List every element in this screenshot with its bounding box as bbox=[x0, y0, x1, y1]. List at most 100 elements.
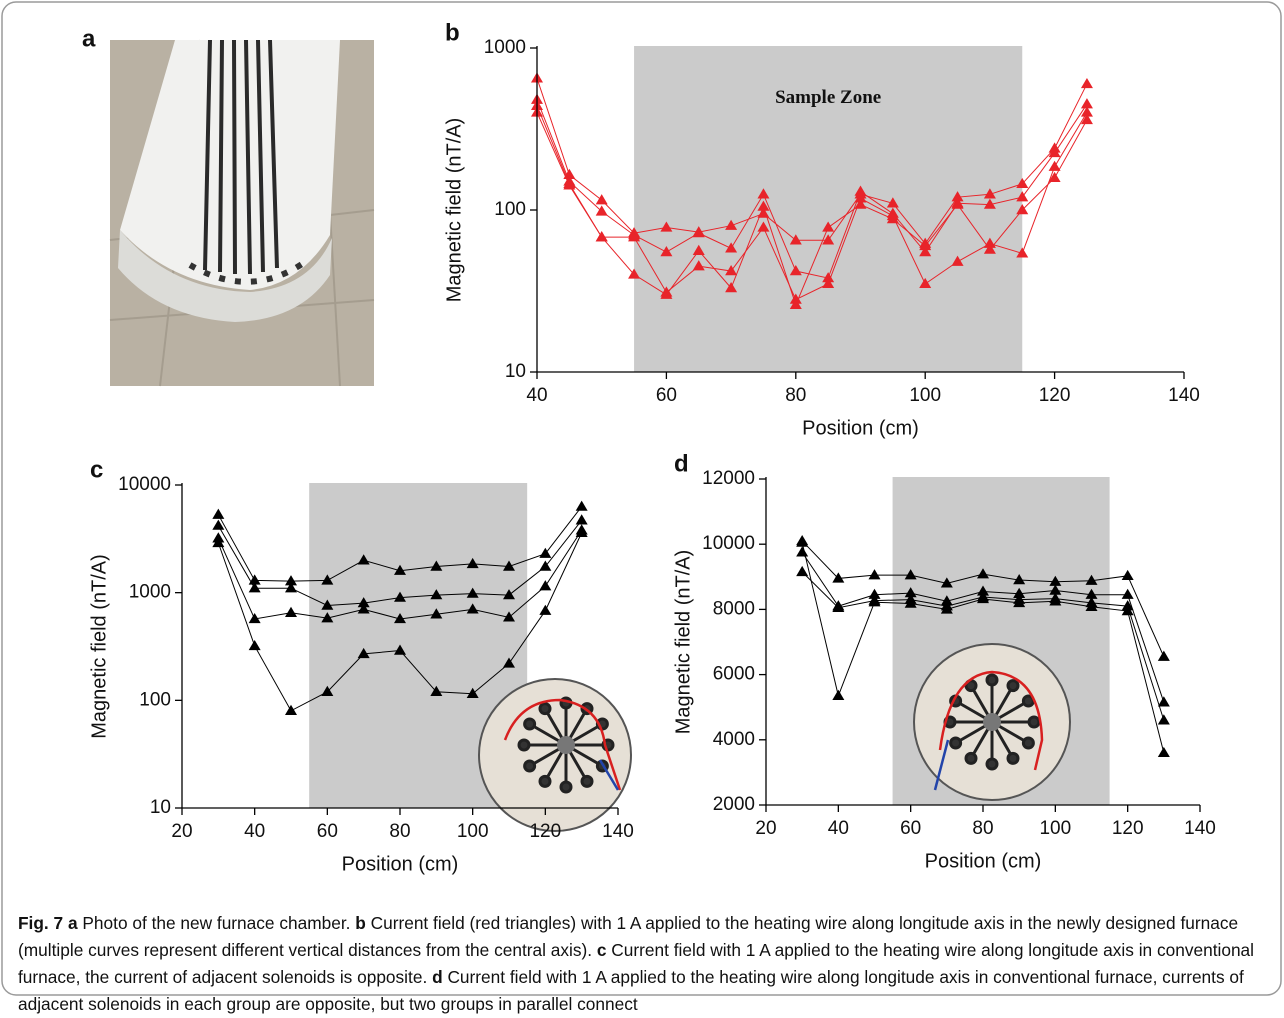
x-tick-label: 140 bbox=[1184, 818, 1216, 839]
marker bbox=[796, 565, 809, 577]
marker bbox=[539, 560, 552, 571]
marker bbox=[503, 611, 515, 622]
marker bbox=[868, 588, 881, 599]
marker bbox=[1157, 650, 1170, 661]
marker bbox=[886, 212, 899, 224]
marker bbox=[977, 585, 989, 596]
marker bbox=[832, 689, 845, 700]
caption-text: Photo of the new furnace chamber. bbox=[82, 913, 351, 933]
x-tick-label: 40 bbox=[828, 818, 849, 839]
marker bbox=[757, 200, 770, 211]
hole bbox=[517, 738, 531, 752]
marker bbox=[789, 234, 802, 245]
marker bbox=[692, 260, 705, 271]
hole bbox=[580, 774, 594, 788]
marker bbox=[285, 704, 297, 715]
marker bbox=[430, 685, 443, 697]
marker bbox=[466, 587, 479, 598]
y-tick-label: 10000 bbox=[702, 533, 755, 554]
marker bbox=[951, 198, 964, 209]
marker bbox=[1013, 596, 1026, 608]
marker bbox=[575, 514, 588, 525]
marker bbox=[595, 205, 608, 216]
x-tick-label: 100 bbox=[457, 821, 489, 842]
marker bbox=[919, 246, 932, 257]
x-tick-label: 40 bbox=[244, 821, 265, 842]
marker bbox=[919, 239, 932, 251]
x-axis-label: Position (cm) bbox=[925, 850, 1042, 872]
y-tick-label: 100 bbox=[494, 199, 526, 220]
marker bbox=[951, 255, 964, 266]
hole bbox=[559, 780, 573, 794]
marker bbox=[757, 221, 770, 232]
marker bbox=[212, 508, 225, 519]
caption-key: d bbox=[432, 967, 443, 987]
caption: Fig. 7 a Photo of the new furnace chambe… bbox=[18, 910, 1268, 1018]
marker bbox=[321, 685, 334, 697]
hole bbox=[523, 717, 537, 731]
x-tick-label: 140 bbox=[602, 821, 634, 842]
y-axis-label: Magnetic field (nT/A) bbox=[672, 550, 694, 735]
inset-photo bbox=[913, 643, 1071, 801]
marker bbox=[212, 519, 225, 530]
hole bbox=[964, 751, 978, 765]
x-tick-label: 120 bbox=[1112, 818, 1144, 839]
marker bbox=[248, 639, 261, 651]
panel-label: c bbox=[90, 456, 103, 483]
panel-label: d bbox=[674, 450, 689, 477]
caption-text: Current field (red triangles) with 1 A a… bbox=[18, 913, 1239, 960]
marker bbox=[692, 244, 705, 255]
marker bbox=[628, 231, 641, 242]
y-axis-label: Magnetic field (nT/A) bbox=[88, 554, 110, 739]
marker bbox=[357, 597, 370, 608]
marker bbox=[977, 568, 989, 579]
y-tick-label: 8000 bbox=[713, 598, 755, 619]
marker bbox=[1016, 177, 1029, 189]
x-tick-label: 60 bbox=[900, 818, 921, 839]
marker bbox=[692, 227, 705, 238]
series-line bbox=[536, 105, 1088, 301]
chart: 10 100 1000 10000 20 40 60 80 100 120 140 Position … bbox=[88, 456, 634, 875]
marker bbox=[1085, 574, 1098, 585]
marker bbox=[539, 547, 552, 558]
x-tick-label: 120 bbox=[529, 821, 561, 842]
marker bbox=[575, 526, 588, 537]
marker bbox=[854, 198, 867, 209]
marker bbox=[1080, 113, 1093, 125]
chart: 2000 4000 6000 8000 10000 12000 20 40 60 80 100 120… bbox=[672, 450, 1216, 872]
series-line bbox=[536, 78, 1088, 245]
marker bbox=[951, 191, 964, 202]
marker bbox=[503, 560, 515, 571]
marker bbox=[822, 221, 835, 232]
marker bbox=[1016, 191, 1029, 202]
marker bbox=[357, 647, 370, 659]
marker bbox=[285, 582, 297, 593]
marker bbox=[628, 268, 641, 279]
marker bbox=[248, 612, 261, 624]
marker bbox=[248, 582, 261, 593]
marker bbox=[285, 575, 297, 586]
x-tick-label: 60 bbox=[656, 385, 677, 406]
caption-text: Current field with 1 A applied to the he… bbox=[18, 940, 1255, 987]
y-axis-label: Magnetic field (nT/A) bbox=[443, 118, 465, 303]
marker bbox=[822, 234, 835, 245]
chart: Sample Zone 10 100 1000 40 60 80 100 120 140 Posit… bbox=[443, 19, 1200, 439]
marker bbox=[466, 603, 479, 614]
marker bbox=[854, 185, 867, 196]
panel-label: b bbox=[445, 19, 460, 46]
marker bbox=[977, 592, 989, 604]
marker bbox=[789, 265, 802, 276]
y-tick-label: 10 bbox=[505, 361, 526, 382]
hole bbox=[985, 757, 999, 771]
marker bbox=[1080, 98, 1093, 109]
hole bbox=[1006, 679, 1020, 693]
hole bbox=[523, 759, 537, 773]
marker bbox=[757, 188, 770, 199]
marker bbox=[321, 574, 334, 585]
y-tick-label: 1000 bbox=[129, 582, 171, 603]
marker bbox=[1048, 171, 1061, 183]
x-axis-label: Position (cm) bbox=[342, 853, 459, 875]
x-tick-label: 100 bbox=[909, 385, 941, 406]
marker bbox=[394, 591, 406, 602]
marker bbox=[904, 597, 917, 608]
